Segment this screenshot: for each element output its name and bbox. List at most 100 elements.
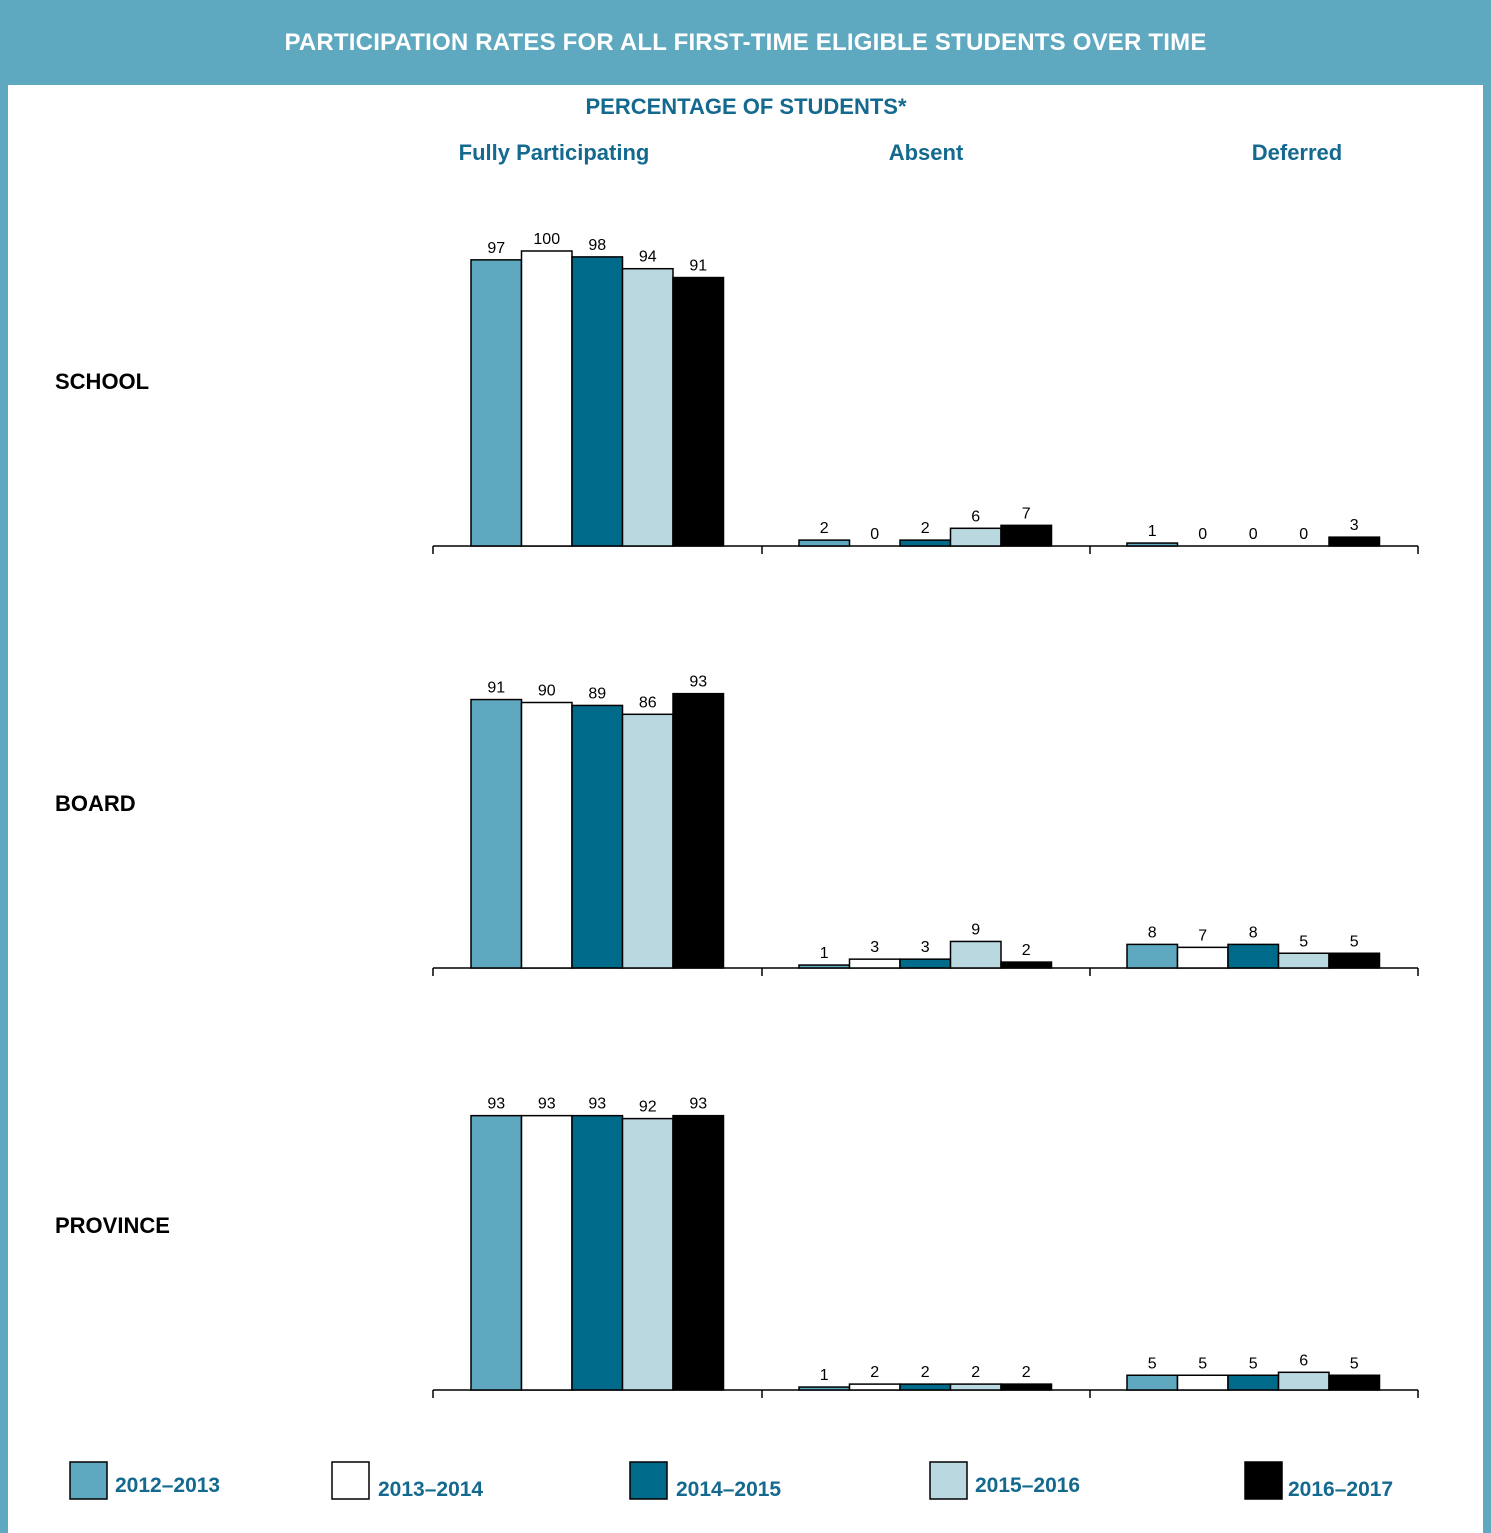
- data-label-province-absent-2015-2016: 2: [971, 1364, 980, 1381]
- banner-title: PARTICIPATION RATES FOR ALL FIRST-TIME E…: [0, 0, 1491, 85]
- data-label-board-absent-2015-2016: 9: [971, 921, 980, 938]
- data-label-province-deferred-2014-2015: 5: [1249, 1355, 1258, 1372]
- legend-label-2012-2013: 2012–2013: [115, 1474, 220, 1497]
- chart-title: PERCENTAGE OF STUDENTS*: [585, 94, 907, 119]
- bar-province-deferred-2016-2017: [1328, 1374, 1381, 1391]
- data-label-province-deferred-2012-2013: 5: [1148, 1355, 1157, 1372]
- bar-board-absent-2014-2015: [899, 958, 952, 969]
- bar-school-fully-participating-2012-2013: [470, 259, 523, 547]
- data-label-board-deferred-2015-2016: 5: [1299, 933, 1308, 950]
- bar-province-fully-participating-2012-2013: [470, 1114, 523, 1391]
- bar-province-deferred-2014-2015: [1227, 1374, 1280, 1391]
- bar-province-absent-2014-2015: [899, 1383, 952, 1391]
- bar-province-absent-2013-2014: [848, 1383, 901, 1391]
- data-label-province-fully-participating-2015-2016: 92: [639, 1099, 657, 1116]
- data-label-province-deferred-2016-2017: 5: [1350, 1355, 1359, 1372]
- bar-province-deferred-2012-2013: [1126, 1374, 1179, 1391]
- legend-label-2013-2014: 2013–2014: [378, 1478, 483, 1501]
- data-label-school-absent-2013-2014: 0: [870, 526, 879, 543]
- data-label-province-absent-2013-2014: 2: [870, 1364, 879, 1381]
- category-header-deferred: Deferred: [1252, 140, 1342, 165]
- data-label-school-deferred-2013-2014: 0: [1198, 526, 1207, 543]
- legend-swatch-2016-2017: [1244, 1461, 1283, 1500]
- data-label-board-fully-participating-2016-2017: 93: [689, 674, 707, 691]
- data-label-school-fully-participating-2015-2016: 94: [639, 249, 657, 266]
- data-label-province-fully-participating-2012-2013: 93: [487, 1096, 505, 1113]
- bar-province-absent-2015-2016: [949, 1383, 1002, 1391]
- bar-board-absent-2016-2017: [1000, 961, 1053, 969]
- data-label-school-absent-2015-2016: 6: [971, 508, 980, 525]
- bar-board-fully-participating-2013-2014: [520, 701, 573, 969]
- bar-province-absent-2016-2017: [1000, 1383, 1053, 1391]
- data-label-school-deferred-2014-2015: 0: [1249, 526, 1258, 543]
- bar-school-deferred-2012-2013: [1126, 542, 1179, 547]
- bar-province-fully-participating-2014-2015: [571, 1114, 624, 1391]
- data-label-board-absent-2012-2013: 1: [820, 945, 829, 962]
- bar-board-deferred-2015-2016: [1277, 952, 1330, 969]
- data-label-board-fully-participating-2015-2016: 86: [639, 694, 657, 711]
- data-label-school-deferred-2015-2016: 0: [1299, 526, 1308, 543]
- data-label-school-absent-2016-2017: 7: [1022, 505, 1031, 522]
- data-label-province-absent-2012-2013: 1: [820, 1367, 829, 1384]
- legend-label-2014-2015: 2014–2015: [676, 1478, 781, 1501]
- data-label-board-absent-2016-2017: 2: [1022, 942, 1031, 959]
- bar-board-absent-2013-2014: [848, 958, 901, 969]
- data-label-school-deferred-2012-2013: 1: [1148, 523, 1157, 540]
- legend-swatch-2015-2016: [929, 1461, 968, 1500]
- data-label-board-deferred-2014-2015: 8: [1249, 924, 1258, 941]
- data-label-province-deferred-2015-2016: 6: [1299, 1352, 1308, 1369]
- bar-board-deferred-2016-2017: [1328, 952, 1381, 969]
- data-label-board-fully-participating-2013-2014: 90: [538, 683, 556, 700]
- data-label-school-fully-participating-2014-2015: 98: [588, 237, 606, 254]
- bar-province-absent-2012-2013: [798, 1386, 851, 1391]
- legend: 2012–2013 2013–2014 2014–2015 2015–2016 2016…: [69, 1461, 1393, 1501]
- legend-label-2015-2016: 2015–2016: [975, 1474, 1080, 1497]
- bar-school-absent-2016-2017: [1000, 524, 1053, 547]
- data-label-province-fully-participating-2013-2014: 93: [538, 1096, 556, 1113]
- data-label-board-deferred-2013-2014: 7: [1198, 927, 1207, 944]
- bar-province-fully-participating-2016-2017: [672, 1114, 725, 1391]
- data-label-board-fully-participating-2014-2015: 89: [588, 685, 606, 702]
- bar-province-fully-participating-2013-2014: [520, 1114, 573, 1391]
- group-label-school: SCHOOL: [55, 369, 149, 394]
- legend-swatch-2013-2014: [331, 1461, 370, 1500]
- bar-board-deferred-2012-2013: [1126, 943, 1179, 969]
- bar-board-fully-participating-2014-2015: [571, 704, 624, 969]
- data-label-school-absent-2014-2015: 2: [921, 520, 930, 537]
- bar-board-absent-2012-2013: [798, 964, 851, 969]
- bar-school-absent-2014-2015: [899, 539, 952, 547]
- data-label-province-absent-2014-2015: 2: [921, 1364, 930, 1381]
- data-label-school-fully-participating-2016-2017: 91: [689, 258, 707, 275]
- group-label-province: PROVINCE: [55, 1213, 170, 1238]
- bar-school-fully-participating-2013-2014: [520, 250, 573, 547]
- bar-board-fully-participating-2015-2016: [621, 713, 674, 969]
- bar-province-deferred-2015-2016: [1277, 1371, 1330, 1391]
- category-header-absent: Absent: [889, 140, 964, 165]
- data-label-board-deferred-2012-2013: 8: [1148, 924, 1157, 941]
- bar-province-deferred-2013-2014: [1176, 1374, 1229, 1391]
- bar-school-fully-participating-2015-2016: [621, 267, 674, 547]
- data-label-board-absent-2014-2015: 3: [921, 939, 930, 956]
- bar-school-fully-participating-2014-2015: [571, 256, 624, 547]
- data-label-province-absent-2016-2017: 2: [1022, 1364, 1031, 1381]
- bar-school-absent-2012-2013: [798, 539, 851, 547]
- data-label-school-fully-participating-2013-2014: 100: [533, 231, 560, 248]
- bar-school-absent-2015-2016: [949, 527, 1002, 547]
- data-label-province-fully-participating-2014-2015: 93: [588, 1096, 606, 1113]
- category-header-fully-participating: Fully Participating: [459, 140, 650, 165]
- data-label-province-deferred-2013-2014: 5: [1198, 1355, 1207, 1372]
- data-label-board-fully-participating-2012-2013: 91: [487, 680, 505, 697]
- data-label-board-deferred-2016-2017: 5: [1350, 933, 1359, 950]
- group-label-board: BOARD: [55, 791, 136, 816]
- data-label-school-deferred-2016-2017: 3: [1350, 517, 1359, 534]
- data-label-province-fully-participating-2016-2017: 93: [689, 1096, 707, 1113]
- bar-board-fully-participating-2016-2017: [672, 692, 725, 969]
- legend-swatch-2014-2015: [629, 1461, 668, 1500]
- data-label-school-fully-participating-2012-2013: 97: [487, 240, 505, 257]
- bar-school-deferred-2016-2017: [1328, 536, 1381, 547]
- data-label-board-absent-2013-2014: 3: [870, 939, 879, 956]
- bar-board-absent-2015-2016: [949, 940, 1002, 969]
